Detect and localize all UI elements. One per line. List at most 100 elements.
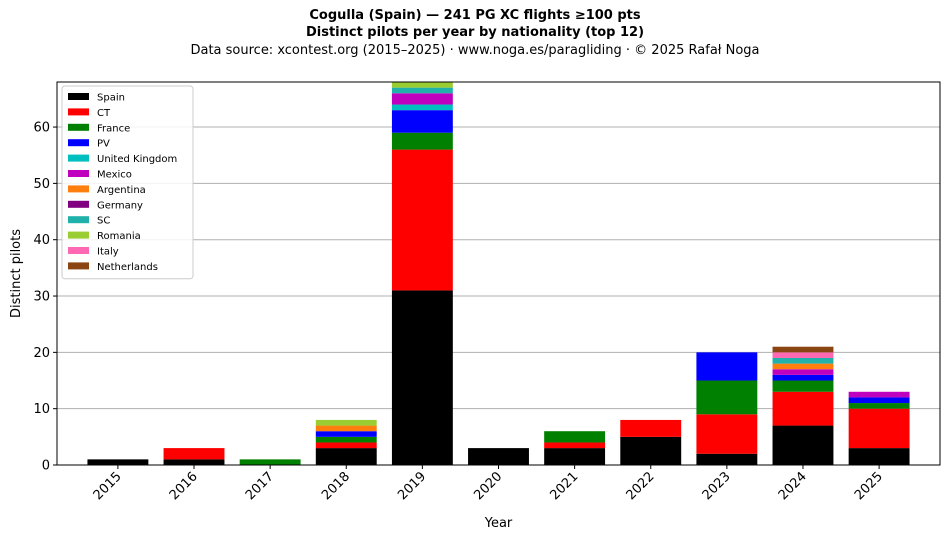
bar-stack-2022 (620, 419, 682, 465)
bar-segment (544, 448, 606, 465)
y-axis: 0 10 20 30 40 50 60 (33, 121, 57, 474)
bar-segment (163, 459, 225, 465)
y-tick-label: 20 (33, 346, 50, 361)
bar-segment (315, 436, 377, 443)
bar-stack-2021 (544, 431, 606, 465)
bar-segment (544, 442, 606, 449)
bar-segment (391, 93, 453, 105)
legend-label: SC (97, 216, 110, 227)
legend-label: Romania (97, 231, 141, 242)
legend-label: Argentina (97, 185, 146, 196)
bar-segment (772, 380, 834, 392)
bar-stack-2020 (468, 448, 529, 465)
x-tick-label: 2016 (167, 469, 201, 503)
y-tick-label: 40 (33, 233, 50, 248)
bar-segment (391, 87, 453, 94)
legend-swatch (68, 231, 89, 239)
bar-segment (848, 448, 910, 465)
bar-stack-2017 (239, 459, 301, 465)
bar-segment (772, 391, 834, 426)
bar-stack-2015 (87, 459, 149, 465)
bar-stack-2023 (696, 352, 758, 465)
legend-label: Netherlands (97, 262, 158, 273)
bar-segment (772, 374, 834, 381)
bar-segment (391, 104, 453, 111)
bar-segment (620, 419, 682, 437)
bar-segment (772, 357, 834, 364)
x-tick-label: 2024 (776, 469, 810, 503)
legend-label: PV (97, 139, 110, 150)
x-axis-label: Year (484, 516, 513, 531)
legend-box (61, 85, 194, 280)
bar-segment (315, 442, 377, 449)
bar-segment (848, 408, 910, 449)
bar-segment (391, 110, 453, 133)
legend-swatch (68, 216, 89, 224)
legend-swatch (68, 185, 89, 193)
bar-segment (772, 425, 834, 465)
bar-segment (772, 369, 834, 375)
bar-segment (848, 391, 910, 398)
bar-segment (544, 431, 606, 443)
legend-label: CT (97, 108, 111, 119)
bar-stack-2019 (391, 82, 453, 465)
x-tick-label: 2023 (700, 469, 734, 503)
bar-segment (696, 453, 758, 465)
y-tick-label: 60 (33, 121, 50, 136)
bar-segment (772, 363, 834, 370)
y-tick-label: 50 (33, 177, 50, 192)
bar-stack-2016 (163, 448, 225, 465)
legend-swatch (68, 108, 89, 116)
legend-label: Italy (97, 247, 119, 258)
x-tick-label: 2021 (547, 469, 581, 503)
bar-segment (239, 459, 301, 465)
bar-segment (391, 82, 453, 88)
y-tick-label: 0 (42, 459, 50, 474)
y-axis-label: Distinct pilots (9, 229, 24, 318)
bar-segment (848, 397, 910, 404)
bar-stack-2018 (315, 419, 377, 465)
bar-segment (391, 132, 453, 150)
legend-label: Spain (97, 93, 125, 104)
bar-segment (315, 448, 377, 465)
bar-segment (696, 352, 758, 381)
bar-segment (620, 436, 682, 465)
legend-swatch (68, 247, 89, 254)
bar-segment (468, 448, 529, 465)
chart-source-note: Data source: xcontest.org (2015–2025) · … (190, 43, 760, 58)
legend: Spain CT France PV United Kingdom Mexico Argen… (61, 85, 194, 280)
legend-swatch (68, 262, 89, 270)
legend-swatch (68, 154, 89, 162)
bar-segment (696, 380, 758, 415)
x-tick-label: 2022 (624, 469, 658, 503)
legend-swatch (68, 139, 89, 147)
bar-segment (163, 448, 225, 460)
x-tick-label: 2025 (852, 469, 886, 503)
legend-label: United Kingdom (97, 154, 177, 165)
bar-segment (315, 419, 377, 426)
legend-swatch (68, 200, 89, 208)
bar-segment (772, 352, 834, 358)
legend-swatch (68, 170, 89, 177)
bar-stack-2025 (848, 391, 910, 465)
bar-segment (391, 149, 453, 291)
x-axis: 2015 2016 2017 2018 2019 2020 2021 2022 2023 2024… (91, 465, 886, 503)
x-tick-label: 2015 (91, 469, 125, 503)
y-tick-label: 30 (33, 290, 50, 305)
x-tick-label: 2020 (471, 469, 505, 503)
bar-segment (315, 425, 377, 432)
bar-segment (772, 346, 834, 353)
x-tick-label: 2017 (243, 469, 277, 503)
bar-segment (391, 290, 453, 465)
legend-label: Mexico (97, 170, 132, 181)
y-tick-label: 10 (33, 402, 50, 417)
bar-segment (87, 459, 149, 465)
bar-segment (696, 414, 758, 454)
x-tick-label: 2018 (319, 469, 353, 503)
chart-subtitle: Distinct pilots per year by nationality … (305, 25, 645, 40)
legend-swatch (68, 123, 89, 131)
bar-segment (848, 403, 910, 409)
bar-stacks (87, 82, 910, 465)
legend-label: Germany (97, 200, 143, 211)
